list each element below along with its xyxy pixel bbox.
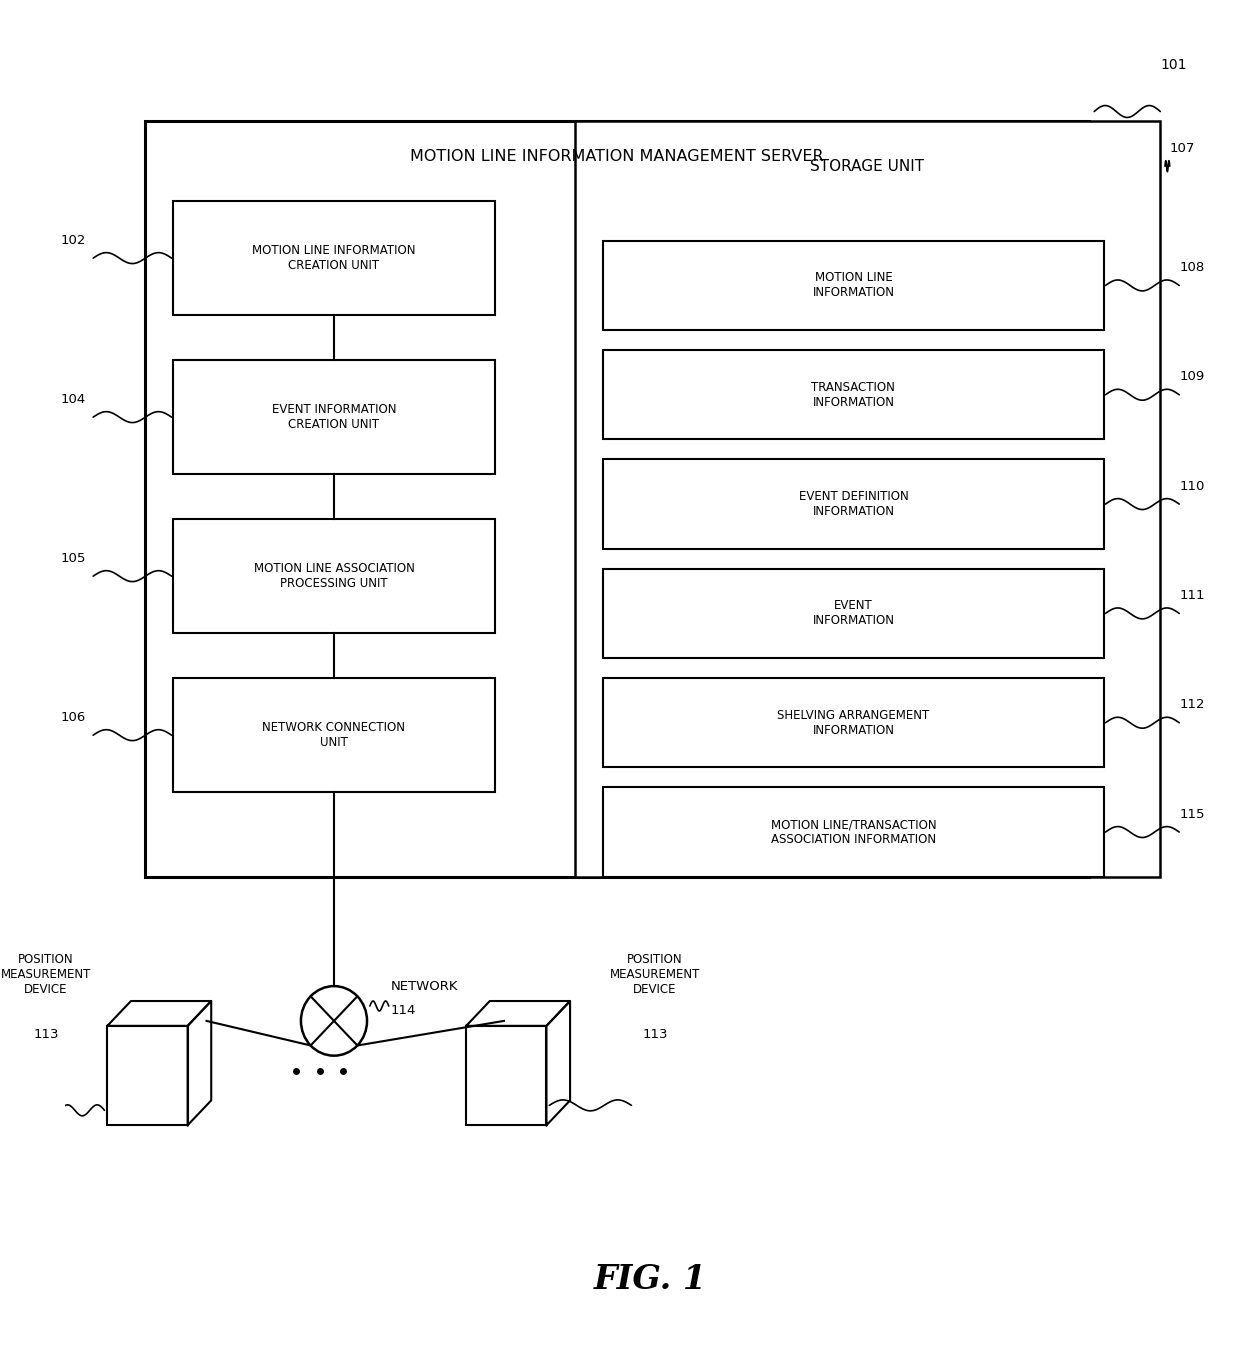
Bar [145, 121, 1090, 877]
Text: 113: 113 [33, 1028, 58, 1040]
Text: TRANSACTION
INFORMATION: TRANSACTION INFORMATION [811, 380, 895, 409]
Bar [174, 360, 495, 474]
Text: POSITION
MEASUREMENT
DEVICE: POSITION MEASUREMENT DEVICE [1, 953, 92, 995]
Text: 106: 106 [61, 710, 86, 724]
Bar [603, 459, 1104, 549]
Text: SHELVING ARRANGEMENT
INFORMATION: SHELVING ARRANGEMENT INFORMATION [777, 709, 930, 737]
Text: EVENT DEFINITION
INFORMATION: EVENT DEFINITION INFORMATION [799, 490, 908, 519]
Bar [575, 121, 1161, 877]
Bar [603, 678, 1104, 767]
Text: 105: 105 [61, 551, 86, 565]
Text: 101: 101 [1161, 58, 1187, 72]
Text: 112: 112 [1179, 698, 1205, 712]
Text: 102: 102 [61, 234, 86, 247]
Bar [466, 1025, 547, 1126]
Text: FIG. 1: FIG. 1 [594, 1263, 707, 1296]
Text: 113: 113 [642, 1028, 668, 1040]
Text: NETWORK CONNECTION
UNIT: NETWORK CONNECTION UNIT [263, 721, 405, 750]
Text: 108: 108 [1179, 261, 1204, 274]
Text: 104: 104 [61, 392, 86, 406]
Text: 114: 114 [391, 1005, 417, 1017]
Text: 109: 109 [1179, 371, 1204, 383]
Bar [174, 519, 495, 633]
Text: MOTION LINE INFORMATION
CREATION UNIT: MOTION LINE INFORMATION CREATION UNIT [252, 244, 415, 272]
Bar [174, 201, 495, 315]
Bar [108, 1025, 187, 1126]
Text: MOTION LINE/TRANSACTION
ASSOCIATION INFORMATION: MOTION LINE/TRANSACTION ASSOCIATION INFO… [770, 818, 936, 846]
Text: STORAGE UNIT: STORAGE UNIT [811, 159, 925, 174]
Bar [174, 678, 495, 792]
Bar [603, 788, 1104, 877]
Text: MOTION LINE ASSOCIATION
PROCESSING UNIT: MOTION LINE ASSOCIATION PROCESSING UNIT [253, 562, 414, 591]
Text: 110: 110 [1179, 479, 1204, 493]
Text: 115: 115 [1179, 808, 1205, 820]
Text: EVENT INFORMATION
CREATION UNIT: EVENT INFORMATION CREATION UNIT [272, 403, 397, 430]
Text: MOTION LINE
INFORMATION: MOTION LINE INFORMATION [812, 272, 894, 299]
Text: POSITION
MEASUREMENT
DEVICE: POSITION MEASUREMENT DEVICE [610, 953, 701, 995]
Text: NETWORK: NETWORK [391, 979, 458, 993]
Text: 111: 111 [1179, 589, 1205, 602]
Bar [603, 569, 1104, 659]
Text: EVENT
INFORMATION: EVENT INFORMATION [812, 599, 894, 627]
Bar [603, 350, 1104, 440]
Text: 107: 107 [1169, 141, 1195, 155]
Text: MOTION LINE INFORMATION MANAGEMENT SERVER: MOTION LINE INFORMATION MANAGEMENT SERVE… [410, 149, 825, 164]
Bar [603, 240, 1104, 330]
